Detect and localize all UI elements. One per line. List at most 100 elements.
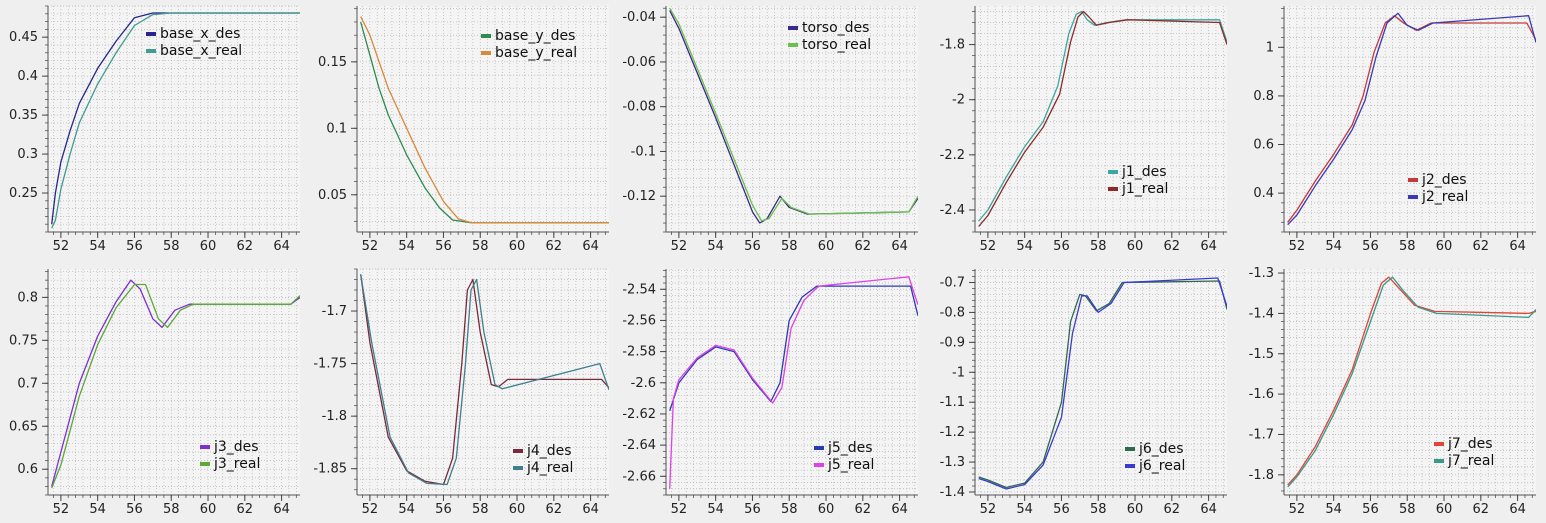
legend-label-j5_des: j5_des [827,440,873,456]
gridlines [975,269,1227,495]
series-line-j6_real [978,277,1227,490]
x-tick-label: 54 [1016,239,1033,254]
gridlines [1284,269,1536,495]
legend-label-base_y_des: base_y_des [495,28,575,44]
y-tick-label: -1.8 [940,38,965,53]
x-tick-label: 64 [1509,502,1526,517]
y-tick-label: -0.7 [940,275,965,290]
legend-label-j1_des: j1_des [1121,164,1167,180]
y-tick-label: 0.6 [1253,138,1274,153]
y-tick-label: 0.8 [1253,89,1274,104]
y-tick-label: -2.64 [622,438,656,453]
x-tick-label: 58 [1090,239,1107,254]
x-tick-label: 54 [1325,239,1342,254]
series-line-j3_des [51,279,300,487]
plot-area [666,6,918,232]
series-line-j4_real [360,274,609,486]
chart-panel-10: 52 54 56 58 60 62 64 -1.3 -1.4 -1.5 -1.6 -1.7 -1.8 j7… [1249,266,1536,517]
y-tick-label: -1 [952,365,965,380]
y-tick-label: 0.8 [17,290,38,305]
legend-label-j3_des: j3_des [213,439,259,455]
y-tick-label: 0.7 [17,376,38,391]
y-tick-label: -2.62 [622,407,656,422]
x-tick-label: 56 [1053,239,1070,254]
plot-area [48,6,300,232]
chart-panel-4: 52 54 56 58 60 62 64 -1.8 -2 -2.2 -2.4 j1_desj1_rea… [940,6,1227,254]
legend-label-torso_real: torso_real [802,37,871,53]
series-line-j6_des [978,280,1227,489]
plot-area [666,269,918,495]
x-tick-label: 54 [398,239,415,254]
x-tick-label: 58 [163,502,180,517]
legend-label-j4_real: j4_real [526,460,573,476]
chart-panel-8: 52 54 56 58 60 62 64 -2.54 -2.56 -2.58 -2.6 -2.62 -2… [622,269,918,517]
y-tick-label: 1 [1266,40,1274,55]
x-tick-label: 52 [53,502,70,517]
chart-panel-3: 52 54 56 58 60 62 64 -0.04 -0.06 -0.08 -0.1 -0.12 to… [622,6,918,254]
x-tick-label: 52 [362,502,379,517]
x-tick-label: 54 [707,502,724,517]
x-tick-label: 60 [1436,502,1453,517]
x-tick-label: 58 [1399,502,1416,517]
y-tick-label: -0.8 [940,305,965,320]
x-tick-label: 62 [1473,502,1490,517]
y-tick-label: 0.45 [9,30,38,45]
y-tick-label: -0.04 [622,10,656,25]
legend-label-j4_des: j4_des [526,443,572,459]
y-tick-label: 0.4 [1253,186,1274,201]
series-line-base_x_des [51,12,300,225]
series-line-j4_des [360,274,609,486]
x-tick-label: 62 [855,502,872,517]
x-tick-label: 56 [126,502,143,517]
series-line-torso_real [669,7,918,222]
x-tick-label: 54 [707,239,724,254]
x-tick-label: 60 [818,239,835,254]
chart-panel-1: 52 54 56 58 60 62 64 0.25 0.3 0.35 0.4 0.45 base_x_d… [9,5,300,254]
x-tick-label: 52 [980,239,997,254]
y-tick-label: -2 [952,93,965,108]
series-line-j7_des [1287,276,1536,486]
y-tick-label: -1.2 [940,425,965,440]
x-tick-label: 58 [1399,239,1416,254]
y-tick-label: -1.7 [322,304,347,319]
x-tick-label: 62 [1164,502,1181,517]
y-tick-label: -1.8 [322,409,347,424]
y-tick-label: -2.54 [622,282,656,297]
gridlines [48,269,300,496]
y-tick-label: -1.4 [1249,306,1274,321]
x-tick-label: 60 [818,502,835,517]
y-tick-label: -1.85 [313,462,347,477]
y-tick-label: -2.66 [622,469,656,484]
chart-panel-9: 52 54 56 58 60 62 64 -0.7 -0.8 -0.9 -1 -1.1 -1.2 -1.3… [940,269,1227,517]
y-tick-label: -0.1 [631,144,656,159]
y-tick-label: -1.4 [940,485,965,500]
series-line-j7_real [1287,276,1536,488]
series-line-base_y_real [360,16,609,224]
y-tick-label: 0.3 [17,147,38,162]
x-tick-label: 60 [200,239,217,254]
x-tick-label: 56 [126,239,143,254]
x-tick-label: 52 [1289,239,1306,254]
y-tick-label: -0.12 [622,189,656,204]
x-tick-label: 52 [1289,502,1306,517]
legend-label-j7_des: j7_des [1447,436,1493,452]
x-tick-label: 64 [273,239,290,254]
x-tick-label: 54 [89,239,106,254]
y-tick-label: -2.58 [622,345,656,360]
chart-panel-2: 52 54 56 58 60 62 64 0.05 0.1 0.15 base_y_desbase_… [318,6,609,254]
x-tick-label: 60 [1127,502,1144,517]
x-tick-label: 64 [582,502,599,517]
legend-label-j6_des: j6_des [1138,441,1184,457]
x-tick-label: 60 [200,502,217,517]
y-tick-label: -2.2 [940,148,965,163]
plot-area [48,269,300,495]
chart-panel-7: 52 54 56 58 60 62 64 -1.7 -1.75 -1.8 -1.85 j4_desj4… [313,268,609,517]
y-tick-label: -1.5 [1249,347,1274,362]
y-tick-label: -0.9 [940,335,965,350]
gridlines [48,5,300,233]
